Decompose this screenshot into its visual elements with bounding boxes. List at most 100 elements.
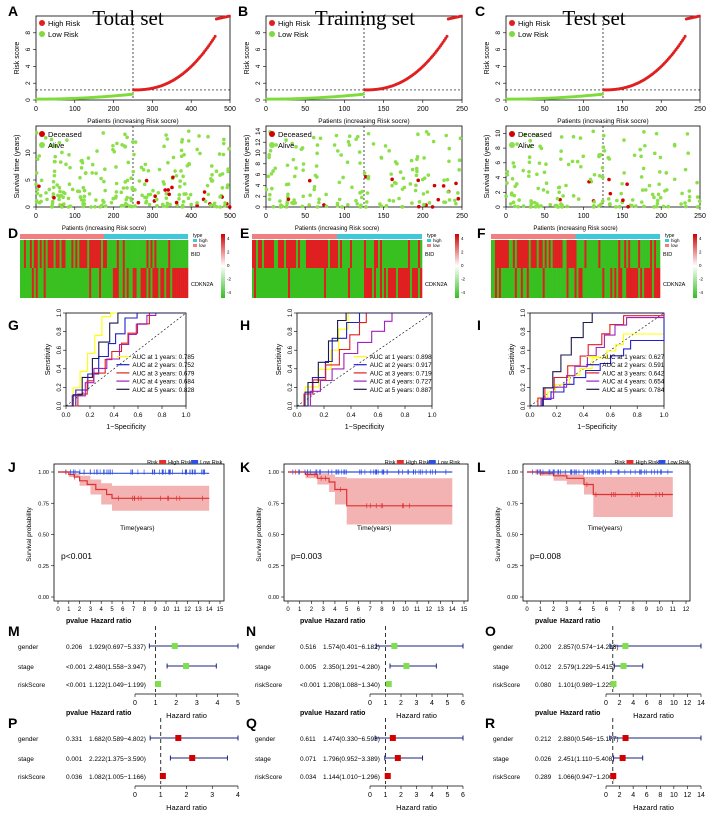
x-tick-label: 150	[378, 213, 390, 220]
panel-letter-q: Q	[246, 715, 257, 731]
alive-point	[80, 160, 85, 165]
heatmap-group-high	[20, 234, 104, 239]
heatmap-cell-cdkn2a	[416, 268, 419, 298]
y-tick-label: 10	[495, 129, 502, 137]
x-tick-label: 10	[656, 607, 663, 613]
x-tick-label: 13	[437, 607, 444, 613]
x-tick-label: 6	[605, 607, 609, 613]
y-tick-label: 2	[255, 81, 262, 85]
x-tick-label: 0.4	[346, 412, 355, 419]
heatmap-cell-bid	[41, 240, 45, 268]
heatmap-cell-bid	[610, 240, 613, 268]
forest-header-pvalue: pvalue	[535, 710, 557, 717]
alive-point	[271, 169, 275, 173]
deceased-point	[456, 196, 461, 201]
deceased-point	[307, 178, 312, 183]
risk-point	[600, 92, 604, 96]
km-legend-high-swatch	[396, 460, 404, 464]
heatmap-cell-bid	[314, 240, 317, 268]
forest-row-hr: 1.682(0.589−4.802)	[89, 736, 146, 743]
alive-point	[186, 196, 191, 201]
heatmap-cell-bid	[614, 240, 617, 268]
heatmap-legend-low: low	[199, 243, 207, 248]
alive-point	[317, 200, 321, 205]
heatmap-cell-bid	[93, 240, 96, 268]
alive-point	[400, 187, 405, 191]
alive-point	[101, 131, 106, 135]
x-tick-label: 4	[333, 607, 337, 613]
alive-point	[160, 202, 165, 207]
forest-row-hr: 1.796(0.952−3.389)	[323, 756, 380, 763]
heatmap-cell-bid	[506, 240, 510, 268]
alive-point	[556, 205, 560, 209]
heatmap-cell-cdkn2a	[546, 268, 549, 298]
alive-point	[315, 143, 320, 147]
alive-point	[174, 173, 179, 178]
km-confidence-band	[288, 472, 453, 525]
heatmap-cell-cdkn2a	[610, 268, 613, 298]
alive-point	[188, 192, 193, 197]
alive-point	[339, 153, 343, 157]
heatmap-cell-bid	[260, 240, 263, 268]
x-tick-label: 11	[414, 607, 421, 613]
alive-point	[179, 148, 184, 153]
heatmap-cell-cdkn2a	[370, 268, 373, 298]
alive-point	[679, 202, 683, 206]
heatmap-cell-bid	[112, 240, 116, 268]
x-tick-label: 150	[378, 106, 390, 113]
alive-point	[639, 154, 643, 159]
heatmap-cell-bid	[412, 240, 415, 268]
forest-row-label: stage	[493, 664, 509, 671]
forest-header-pvalue: pvalue	[300, 710, 322, 717]
risk-point	[227, 14, 231, 18]
alive-point	[133, 204, 137, 208]
alive-point	[177, 197, 181, 201]
alive-point	[143, 162, 148, 167]
alive-point	[164, 191, 169, 196]
y-tick-label: 6	[25, 47, 32, 51]
alive-point	[83, 171, 88, 175]
heatmap-cell-cdkn2a	[104, 268, 108, 298]
x-axis-label: Hazard ratio	[166, 711, 207, 720]
heatmap-cell-bid	[624, 240, 627, 268]
alive-point	[114, 165, 118, 169]
x-axis-label: Hazard ratio	[396, 711, 437, 720]
roc-legend-entry: AUC at 3 years: 0.642	[602, 370, 664, 377]
alive-point	[82, 188, 87, 193]
x-tick-label: 12	[683, 607, 690, 613]
heatmap-cell-cdkn2a	[156, 268, 159, 298]
heatmap-cell-cdkn2a	[154, 268, 157, 298]
heatmap-group-low	[575, 234, 660, 239]
heatmap-cell-cdkn2a	[164, 268, 167, 298]
alive-point	[162, 144, 166, 149]
alive-point	[65, 138, 69, 142]
alive-point	[99, 176, 103, 181]
roc-legend-entry: AUC at 1 years: 0.785	[132, 354, 194, 361]
y-tick-label: 0.4	[57, 364, 63, 373]
heatmap-scale-label: -2	[699, 277, 703, 282]
alive-point	[366, 174, 371, 179]
heatmap-cell-bid	[414, 240, 417, 268]
heatmap-cell-bid	[604, 240, 607, 268]
heatmap-cell-bid	[588, 240, 591, 268]
x-tick-label: 1.0	[427, 412, 436, 419]
heatmap-cell-bid	[132, 240, 135, 268]
x-tick-label: 2	[618, 792, 622, 799]
alive-point	[655, 201, 660, 206]
legend-low-marker	[269, 31, 275, 37]
heatmap-cell-cdkn2a	[418, 268, 421, 298]
heatmap-cell-cdkn2a	[568, 268, 571, 298]
heatmap-cell-bid	[69, 240, 72, 268]
forest-row-hr: 1.208(1.088−1.340)	[323, 682, 380, 689]
heatmap-cell-cdkn2a	[504, 268, 508, 298]
heatmap-cell-cdkn2a	[270, 268, 273, 298]
alive-point	[77, 189, 82, 194]
x-tick-label: 1	[159, 792, 163, 799]
alive-point	[576, 197, 581, 201]
heatmap-cell-cdkn2a	[61, 268, 64, 298]
heatmap-cell-bid	[554, 240, 557, 268]
heatmap-title: Patients (increasing Risk socre)	[62, 226, 146, 232]
heatmap-cell-cdkn2a	[522, 268, 526, 298]
y-axis-label: Sensitivity	[276, 343, 283, 375]
roc-diagonal	[529, 312, 665, 407]
